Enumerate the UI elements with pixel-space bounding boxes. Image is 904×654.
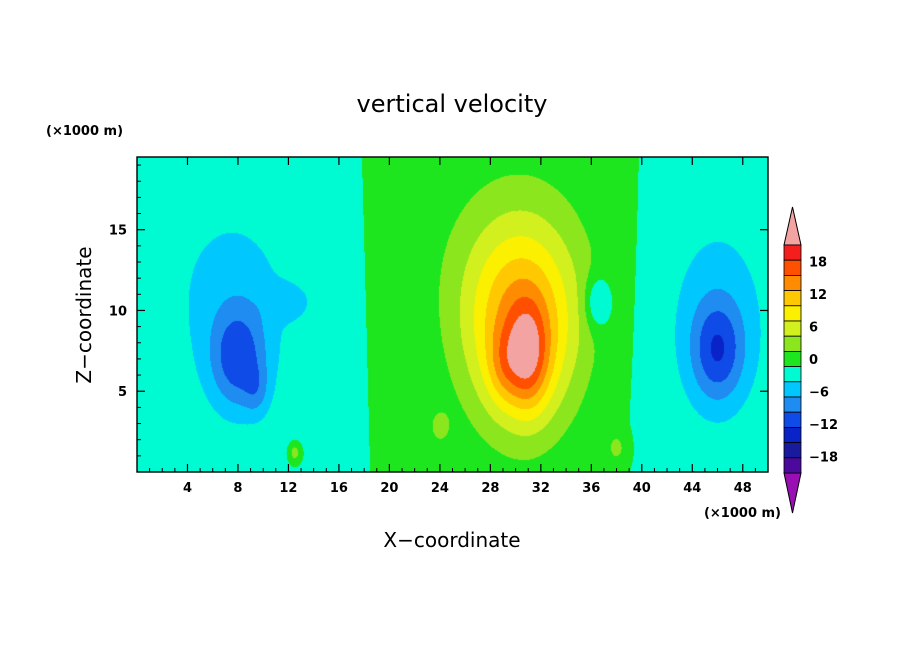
chart-title: vertical velocity (357, 90, 548, 118)
colorbar-label: −6 (809, 386, 829, 401)
colorbar-label: 18 (809, 255, 827, 270)
colorbar-over-arrow (783, 206, 802, 246)
colorbar: −18 −12 −6 0 6 12 18 (783, 206, 838, 514)
colorbar-swatch (783, 244, 802, 261)
colorbar-swatch (783, 457, 802, 474)
x-tick-label: 24 (431, 481, 449, 496)
colorbar-swatch (783, 305, 802, 322)
x-tick-label: 44 (683, 481, 701, 496)
colorbar-label: −12 (809, 418, 838, 433)
contour-raster (137, 157, 768, 472)
x-tick-label: 16 (330, 481, 348, 496)
colorbar-under-arrow (783, 472, 802, 514)
colorbar-label: 6 (809, 320, 818, 335)
y-tick-label: 5 (118, 385, 127, 400)
x-axis-label: X−coordinate (383, 528, 520, 552)
x-tick-label: 36 (582, 481, 600, 496)
x-tick-label: 4 (183, 481, 192, 496)
y-axis-label: Z−coordinate (72, 246, 96, 383)
x-tick-label: 32 (532, 481, 550, 496)
colorbar-swatch (783, 381, 802, 398)
colorbar-swatch (783, 442, 802, 459)
colorbar-swatch (783, 350, 802, 367)
x-tick-label: 20 (380, 481, 398, 496)
x-tick-label: 28 (481, 481, 499, 496)
colorbar-swatch (783, 290, 802, 307)
colorbar-swatch (783, 411, 802, 428)
colorbar-swatch (783, 320, 802, 337)
y-tick-label: 15 (109, 224, 127, 239)
colorbar-label: −18 (809, 451, 838, 466)
y-tick-label: 10 (109, 304, 127, 319)
colorbar-swatch (783, 426, 802, 443)
x-axis-units: (×1000 m) (704, 506, 781, 521)
x-tick-label: 48 (734, 481, 752, 496)
contour-field (137, 157, 768, 472)
colorbar-label: 0 (809, 353, 818, 368)
colorbar-swatch (783, 335, 802, 352)
colorbar-swatch (783, 259, 802, 276)
x-tick-label: 8 (233, 481, 242, 496)
y-axis-units: (×1000 m) (46, 124, 123, 139)
x-tick-label: 12 (279, 481, 297, 496)
colorbar-swatch (783, 274, 802, 291)
x-tick-label: 40 (633, 481, 651, 496)
x-axis-ticks: 4 8 12 16 20 24 28 32 36 40 44 48 (149, 157, 756, 496)
colorbar-swatch (783, 366, 802, 383)
y-axis-ticks: 5 10 15 (109, 164, 768, 457)
colorbar-swatch (783, 396, 802, 413)
colorbar-label: 12 (809, 288, 827, 303)
